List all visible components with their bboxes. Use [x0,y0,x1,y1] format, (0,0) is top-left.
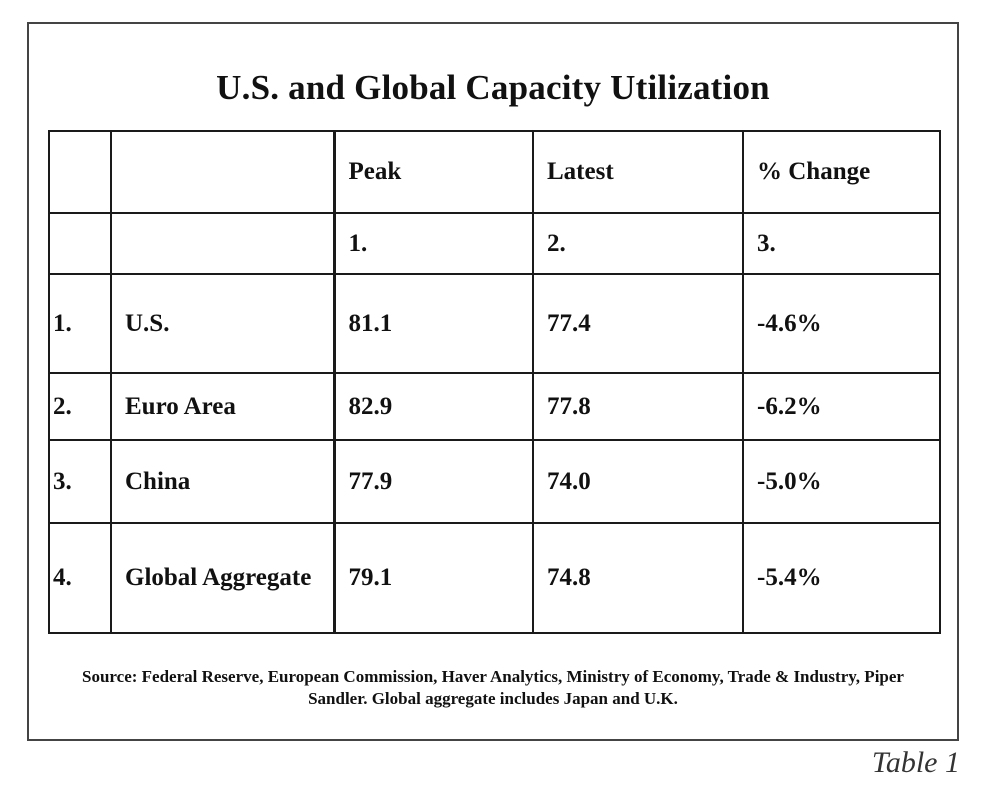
header-cell-blank-2 [110,130,335,214]
column-number-2: 2. [532,212,744,275]
header-latest: Latest [532,130,744,214]
change-value: -6.2% [742,372,941,441]
peak-value: 77.9 [332,439,534,524]
row-number: 4. [48,522,112,634]
header-peak: Peak [332,130,534,214]
row-label: China [110,439,335,524]
table-row: 1. U.S. 81.1 77.4 -4.6% [48,273,941,374]
row-label: Euro Area [110,372,335,441]
capacity-utilization-table: Peak Latest % Change 1. 2. 3. 1. U.S. 81… [48,130,941,634]
subheader-cell-blank-1 [48,212,112,275]
source-note: Source: Federal Reserve, European Commis… [82,667,904,708]
peak-value: 79.1 [332,522,534,634]
change-value: -5.0% [742,439,941,524]
peak-value: 82.9 [332,372,534,441]
latest-value: 77.4 [532,273,744,374]
change-value: -5.4% [742,522,941,634]
latest-value: 77.8 [532,372,744,441]
row-number: 2. [48,372,112,441]
latest-value: 74.0 [532,439,744,524]
header-cell-blank-1 [48,130,112,214]
latest-value: 74.8 [532,522,744,634]
peak-value: 81.1 [332,273,534,374]
row-label: Global Aggregate [110,522,335,634]
row-label: U.S. [110,273,335,374]
header-change: % Change [742,130,941,214]
row-number: 1. [48,273,112,374]
column-number-row: 1. 2. 3. [48,212,941,275]
table-title: U.S. and Global Capacity Utilization [216,68,770,107]
table-caption: Table 1 [871,746,960,779]
change-value: -4.6% [742,273,941,374]
row-number: 3. [48,439,112,524]
header-row: Peak Latest % Change [48,130,941,214]
table-row: 3. China 77.9 74.0 -5.0% [48,439,941,524]
column-number-1: 1. [332,212,534,275]
subheader-cell-blank-2 [110,212,335,275]
table-row: 4. Global Aggregate 79.1 74.8 -5.4% [48,522,941,634]
column-number-3: 3. [742,212,941,275]
table-row: 2. Euro Area 82.9 77.8 -6.2% [48,372,941,441]
table-frame: U.S. and Global Capacity Utilization Pea… [27,22,959,741]
